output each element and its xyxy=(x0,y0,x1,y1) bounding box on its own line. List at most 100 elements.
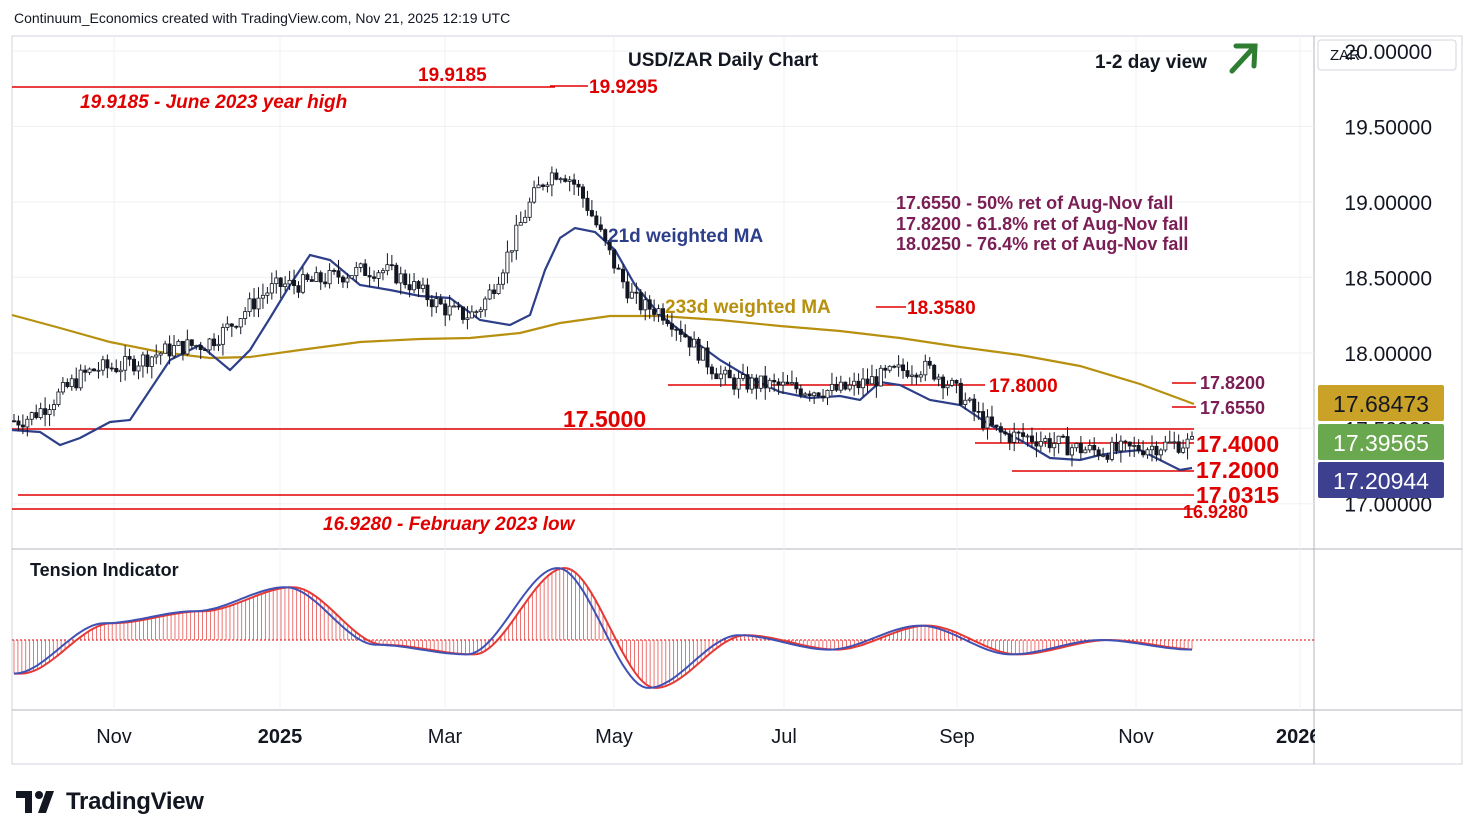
vertical-grid xyxy=(113,36,1301,710)
candle-body xyxy=(941,376,946,389)
candle-body xyxy=(749,377,754,390)
candle-body xyxy=(123,356,128,371)
candle-body xyxy=(474,311,479,314)
candle-body xyxy=(296,285,301,293)
annotation-year-high: 19.9185 - June 2023 year high xyxy=(80,92,347,113)
time-label-jul: Jul xyxy=(771,726,797,748)
tradingview-logo-text: TradingView xyxy=(66,788,204,815)
candle-body xyxy=(674,328,679,331)
candle-body xyxy=(198,345,203,350)
candle-body xyxy=(878,367,883,387)
candle-body xyxy=(687,336,692,348)
candle-body xyxy=(274,277,279,285)
candle-body xyxy=(452,305,457,308)
candle-body xyxy=(60,382,65,393)
candle-body xyxy=(989,416,994,426)
candle-body xyxy=(954,379,959,384)
candle-body xyxy=(847,384,852,390)
up-arrow-icon xyxy=(1229,43,1258,74)
candle-body xyxy=(794,382,799,390)
indicator-title: Tension Indicator xyxy=(30,560,179,580)
candle-body xyxy=(1038,441,1043,447)
candle-body xyxy=(447,305,452,316)
candle-body xyxy=(701,347,706,361)
candle-body xyxy=(1056,435,1061,444)
annotation-ma-21: 21d weighted MA xyxy=(608,226,763,247)
candle-body xyxy=(225,323,230,328)
candle-body xyxy=(856,380,861,389)
candle-body xyxy=(776,381,781,386)
time-label-mar: Mar xyxy=(428,726,463,748)
annotation-ma-233: 233d weighted MA xyxy=(665,297,831,318)
candle-body xyxy=(949,379,954,386)
candle-body xyxy=(909,374,914,377)
candle-body xyxy=(563,178,568,182)
candle-body xyxy=(536,184,541,189)
candle-body xyxy=(47,409,52,415)
candle-body xyxy=(52,404,57,410)
candle-body xyxy=(332,270,337,272)
label-19-9185: 19.9185 xyxy=(418,65,487,86)
candle-body xyxy=(256,297,261,310)
candle-body xyxy=(972,398,977,412)
time-axis-mask xyxy=(1315,711,1461,763)
candle-body xyxy=(1007,433,1012,443)
candle-body xyxy=(172,345,177,357)
candle-body xyxy=(109,367,114,370)
time-label-2026: 2026 xyxy=(1276,726,1321,748)
candle-body xyxy=(1158,449,1163,456)
label-17-6550: 17.6550 xyxy=(1200,398,1265,418)
candle-body xyxy=(429,299,434,308)
candle-body xyxy=(29,412,34,420)
tradingview-logo[interactable]: TradingView xyxy=(16,788,204,816)
candle-body xyxy=(1016,431,1021,434)
candle-body xyxy=(140,354,145,367)
candle-body xyxy=(269,283,274,294)
candle-body xyxy=(963,399,968,405)
candle-body xyxy=(1136,445,1141,452)
candle-body xyxy=(661,308,666,321)
candle-body xyxy=(83,369,88,373)
candle-body xyxy=(532,187,537,203)
svg-text:17.68473: 17.68473 xyxy=(1333,391,1429,417)
candle-body xyxy=(589,210,594,217)
label-16-9280: 16.9280 xyxy=(1183,502,1248,522)
candle-body xyxy=(1190,436,1195,440)
candle-body xyxy=(1141,450,1146,456)
candle-body xyxy=(283,283,288,287)
currency-label: ZAR xyxy=(1330,47,1360,64)
candle-body xyxy=(718,373,723,380)
candle-body xyxy=(425,284,430,301)
candle-body xyxy=(585,197,590,211)
candle-body xyxy=(1034,441,1039,447)
candle-body xyxy=(465,317,470,320)
candle-body xyxy=(1065,436,1070,456)
candle-body xyxy=(692,338,697,348)
price-tick-label: 18.50000 xyxy=(1344,267,1432,290)
candle-body xyxy=(469,311,474,319)
candle-body xyxy=(923,360,928,376)
candle-body xyxy=(300,274,305,293)
candle-body xyxy=(43,408,48,415)
candle-body xyxy=(243,311,248,319)
candle-body xyxy=(398,273,403,284)
candle-body xyxy=(127,356,132,360)
candle-body xyxy=(834,383,839,391)
horizontal-grid xyxy=(12,50,1314,505)
chart-frame xyxy=(11,35,1463,765)
candle-body xyxy=(189,339,194,346)
label-19-9295: 19.9295 xyxy=(589,77,658,98)
candle-body xyxy=(861,378,866,389)
candle-body xyxy=(136,365,141,372)
candle-body xyxy=(665,319,670,325)
candle-body xyxy=(763,375,768,389)
candle-body xyxy=(1101,454,1106,457)
candle-body xyxy=(781,381,786,386)
svg-text:17.20944: 17.20944 xyxy=(1333,468,1429,494)
candle-body xyxy=(594,215,599,226)
currency-box[interactable] xyxy=(1317,39,1457,71)
candle-body xyxy=(821,395,826,399)
candle-body xyxy=(385,264,390,272)
candle-body xyxy=(869,376,874,385)
